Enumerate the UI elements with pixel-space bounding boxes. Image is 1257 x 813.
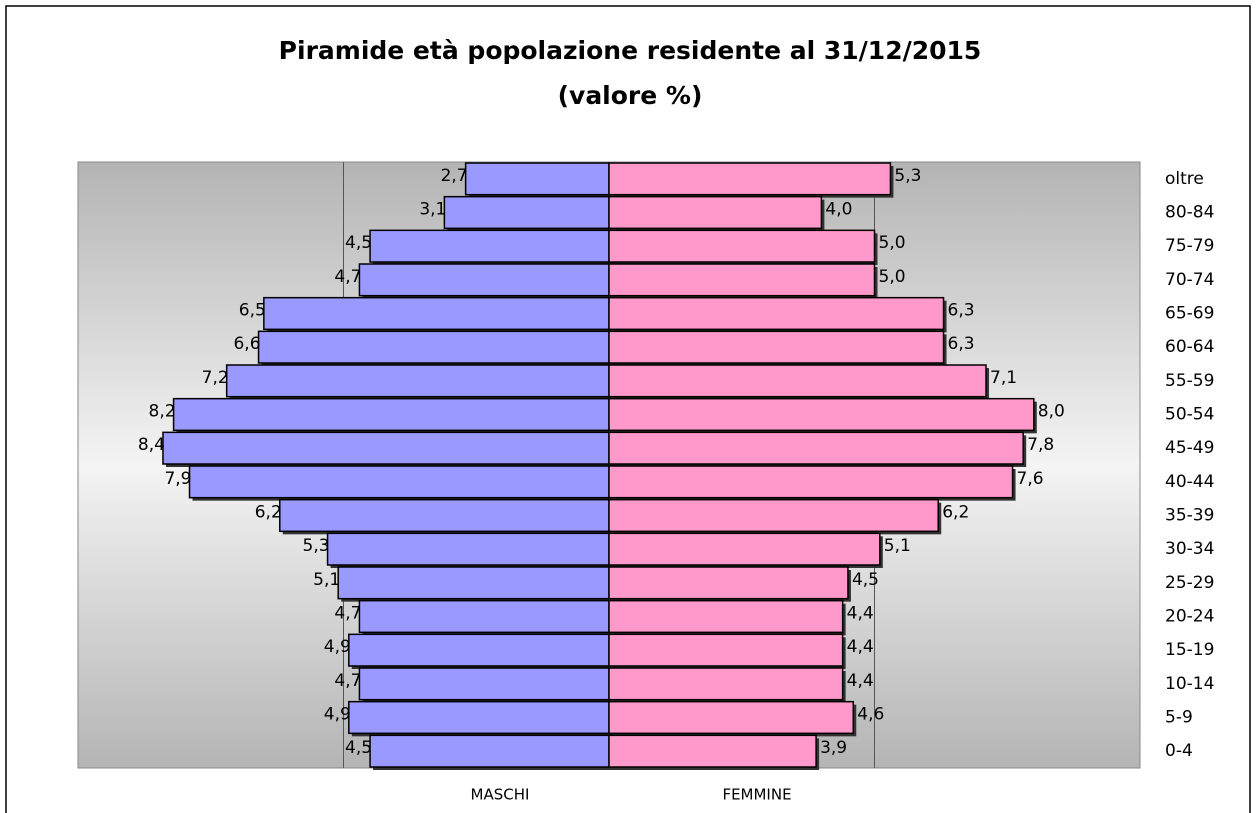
data-label: 8,4 bbox=[138, 435, 165, 455]
bar bbox=[464, 162, 610, 196]
data-label: 4,5 bbox=[852, 570, 879, 590]
y-tick-label: 15-19 bbox=[1165, 640, 1214, 660]
data-label: 8,2 bbox=[149, 402, 176, 422]
data-label: 6,2 bbox=[255, 503, 282, 523]
bar bbox=[608, 364, 987, 398]
bar bbox=[608, 498, 939, 533]
y-tick-label: 80-84 bbox=[1165, 203, 1214, 223]
data-label: 8,0 bbox=[1038, 402, 1065, 422]
bar bbox=[279, 498, 610, 533]
y-tick-label: 40-44 bbox=[1165, 472, 1214, 492]
bar bbox=[608, 465, 1014, 499]
data-label: 4,7 bbox=[334, 604, 361, 624]
bar bbox=[337, 566, 610, 600]
y-tick-label: oltre bbox=[1165, 169, 1204, 189]
y-tick-label: 65-69 bbox=[1165, 304, 1214, 324]
bar bbox=[608, 296, 945, 331]
bar bbox=[608, 229, 876, 263]
data-label: 4,4 bbox=[847, 604, 874, 624]
chart-title: Piramide età popolazione residente al 31… bbox=[279, 36, 982, 65]
y-tick-label: 55-59 bbox=[1165, 371, 1214, 391]
y-tick-label: 25-29 bbox=[1165, 573, 1214, 593]
bar bbox=[358, 599, 610, 634]
legend-label: FEMMINE bbox=[722, 786, 791, 804]
bar bbox=[608, 566, 849, 600]
data-label: 7,2 bbox=[202, 368, 229, 388]
chart-subtitle: (valore %) bbox=[558, 81, 703, 110]
data-label: 6,3 bbox=[948, 334, 975, 354]
bar bbox=[608, 162, 892, 196]
bar bbox=[608, 700, 855, 735]
y-tick-label: 70-74 bbox=[1165, 270, 1214, 290]
data-label: 4,7 bbox=[334, 267, 361, 287]
data-label: 5,1 bbox=[884, 536, 911, 556]
bar bbox=[172, 397, 610, 432]
frame bbox=[5, 5, 1251, 813]
bar bbox=[608, 734, 817, 768]
data-label: 5,0 bbox=[879, 267, 906, 287]
data-label: 6,2 bbox=[942, 503, 969, 523]
bar bbox=[369, 229, 610, 263]
bar bbox=[348, 633, 610, 667]
bar bbox=[608, 330, 945, 364]
data-label: 7,6 bbox=[1017, 469, 1044, 489]
data-label: 5,3 bbox=[303, 536, 330, 556]
bar bbox=[608, 195, 823, 230]
data-label: 5,1 bbox=[313, 570, 340, 590]
data-label: 4,4 bbox=[847, 671, 874, 691]
data-label: 2,7 bbox=[441, 166, 468, 186]
y-tick-label: 10-14 bbox=[1165, 674, 1214, 694]
data-label: 4,5 bbox=[345, 233, 372, 253]
legend-label: MASCHI bbox=[471, 786, 530, 804]
bar bbox=[358, 263, 610, 297]
data-label: 4,6 bbox=[857, 705, 884, 725]
y-tick-label: 5-9 bbox=[1165, 708, 1193, 728]
data-label: 4,5 bbox=[345, 738, 372, 758]
data-label: 4,7 bbox=[334, 671, 361, 691]
bar bbox=[188, 465, 610, 499]
y-tick-label: 50-54 bbox=[1165, 405, 1214, 425]
bar bbox=[608, 263, 876, 297]
bar bbox=[225, 364, 610, 398]
bar bbox=[348, 700, 610, 735]
data-label: 3,9 bbox=[820, 738, 847, 758]
bar bbox=[443, 195, 610, 230]
bar bbox=[369, 734, 610, 768]
y-tick-label: 0-4 bbox=[1165, 741, 1193, 761]
y-tick-label: 35-39 bbox=[1165, 506, 1214, 526]
bar bbox=[263, 296, 610, 331]
data-label: 3,1 bbox=[419, 200, 446, 220]
data-label: 7,9 bbox=[164, 469, 191, 489]
data-label: 4,9 bbox=[324, 637, 351, 657]
data-label: 5,3 bbox=[894, 166, 921, 186]
bar bbox=[608, 633, 844, 667]
bar bbox=[608, 667, 844, 701]
data-label: 6,6 bbox=[233, 334, 260, 354]
y-tick-label: 75-79 bbox=[1165, 236, 1214, 256]
data-label: 7,8 bbox=[1027, 435, 1054, 455]
bar bbox=[326, 532, 610, 566]
bar bbox=[257, 330, 610, 364]
y-tick-label: 60-64 bbox=[1165, 337, 1214, 357]
data-label: 6,3 bbox=[948, 301, 975, 321]
data-label: 7,1 bbox=[990, 368, 1017, 388]
y-tick-label: 30-34 bbox=[1165, 539, 1214, 559]
bar bbox=[608, 599, 844, 634]
bar bbox=[162, 431, 610, 465]
y-tick-label: 45-49 bbox=[1165, 438, 1214, 458]
bar bbox=[608, 397, 1035, 432]
data-label: 4,0 bbox=[825, 200, 852, 220]
data-label: 4,9 bbox=[324, 705, 351, 725]
bar bbox=[358, 667, 610, 701]
data-label: 6,5 bbox=[239, 301, 266, 321]
bar bbox=[608, 431, 1024, 465]
y-tick-label: 20-24 bbox=[1165, 607, 1214, 627]
data-label: 4,4 bbox=[847, 637, 874, 657]
bar bbox=[608, 532, 881, 566]
data-label: 5,0 bbox=[879, 233, 906, 253]
